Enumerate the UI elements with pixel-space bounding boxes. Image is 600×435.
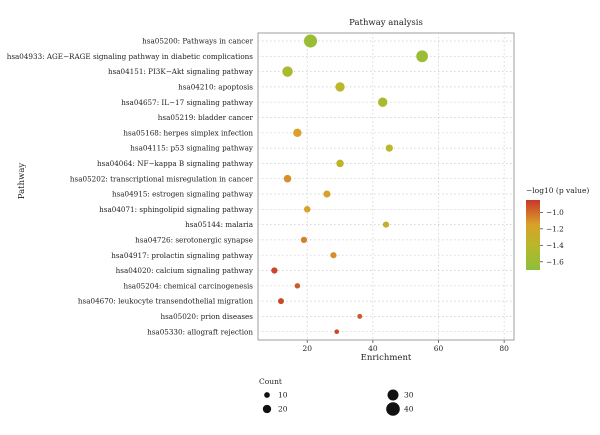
y-tick-label: hsa04020: calcium signaling pathway [116, 266, 254, 275]
y-tick-label: hsa04933: AGE−RAGE signaling pathway in … [7, 52, 254, 61]
data-point [357, 313, 363, 319]
y-tick-label: hsa04064: NF−kappa B signaling pathway [97, 159, 254, 168]
x-axis: 20 40 60 80 [302, 340, 509, 353]
data-point [385, 144, 393, 152]
y-tick-label: hsa05330: allograft rejection [147, 327, 253, 336]
y-tick-label: hsa05204: chemical carcinogenesis [123, 281, 253, 290]
color-legend: −log10 (p value) −1.0 −1.2 −1.4 −1.6 [526, 186, 589, 270]
data-point [382, 221, 390, 228]
size-legend-marker [264, 392, 270, 398]
data-point [277, 298, 284, 305]
size-legend: Count 10 20 30 40 [259, 377, 414, 416]
y-tick-label: hsa04670: leukocyte transendothelial mig… [78, 297, 253, 306]
data-point [271, 267, 278, 274]
data-point [282, 66, 293, 77]
y-tick-label: hsa05020: prion diseases [160, 312, 253, 321]
y-tick-label: hsa04210: apoptosis [178, 83, 253, 92]
y-tick-label: hsa04657: IL−17 signaling pathway [121, 98, 254, 107]
y-tick-labels: hsa05200: Pathways in cancer hsa04933: AG… [7, 37, 254, 337]
data-point [300, 236, 308, 244]
size-legend-marker [262, 404, 272, 414]
data-point [334, 329, 340, 335]
x-tick-label: 60 [434, 344, 444, 353]
data-point [303, 206, 311, 213]
size-legend-label: 20 [278, 405, 288, 414]
color-legend-title: −log10 (p value) [526, 186, 589, 195]
plot-area [257, 32, 515, 341]
x-axis-label: Enrichment [361, 353, 412, 363]
data-point [336, 159, 344, 168]
plot-frame [257, 32, 515, 341]
data-point [378, 97, 388, 107]
data-points [271, 34, 428, 335]
color-legend-tick-label: −1.6 [546, 257, 564, 266]
data-point [335, 82, 345, 92]
data-point [283, 174, 292, 183]
y-tick-label: hsa05219: bladder cancer [158, 113, 254, 122]
y-tick-label: hsa05200: Pathways in cancer [142, 37, 253, 46]
y-tick-label: hsa04726: serotonergic synapse [135, 236, 253, 245]
data-point [330, 252, 337, 259]
y-tick-label: hsa04071: sphingolipid signaling pathway [99, 205, 254, 214]
size-legend-marker [387, 389, 399, 401]
y-tick-label: hsa04917: prolactin signaling pathway [111, 251, 254, 260]
size-legend-title: Count [259, 377, 282, 386]
color-legend-bar [526, 200, 540, 270]
x-tick-label: 80 [499, 344, 509, 353]
data-point [294, 283, 301, 289]
data-point [293, 128, 302, 137]
color-legend-tick-label: −1.2 [546, 224, 564, 233]
y-axis-label: Pathway [17, 163, 27, 200]
color-legend-tick-label: −1.4 [546, 241, 564, 250]
y-tick-label: hsa05144: malaria [185, 220, 254, 229]
y-tick-label: hsa04115: p53 signaling pathway [130, 144, 254, 153]
chart-title: Pathway analysis [349, 18, 423, 28]
y-tick-label: hsa05202: transcriptional misregulation … [70, 174, 254, 183]
y-tick-label: hsa05168: herpes simplex infection [123, 128, 253, 137]
data-point [323, 190, 331, 198]
x-tick-label: 20 [302, 344, 312, 353]
color-legend-tick-label: −1.0 [546, 208, 564, 217]
y-tick-label: hsa04151: PI3K−Akt signaling pathway [108, 67, 254, 76]
x-tick-label: 40 [368, 344, 378, 353]
grid-lines [258, 33, 514, 340]
size-legend-marker [386, 402, 400, 416]
data-point [303, 34, 318, 48]
size-legend-label: 40 [404, 405, 414, 414]
size-legend-label: 30 [404, 391, 414, 400]
data-point [416, 50, 428, 63]
size-legend-label: 10 [278, 391, 288, 400]
y-tick-label: hsa04915: estrogen signaling pathway [112, 190, 254, 199]
